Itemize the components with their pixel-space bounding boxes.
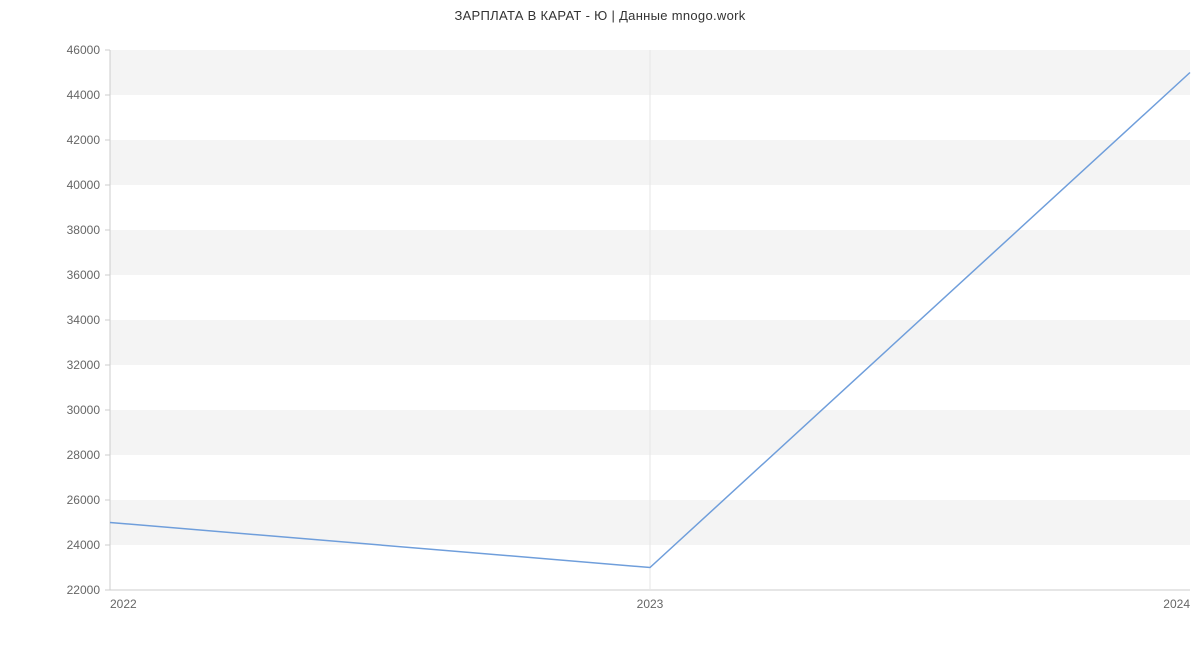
y-tick-label: 24000 — [67, 538, 101, 552]
y-tick-label: 44000 — [67, 88, 101, 102]
y-tick-label: 38000 — [67, 223, 101, 237]
y-tick-label: 42000 — [67, 133, 101, 147]
y-tick-label: 22000 — [67, 583, 101, 597]
y-tick-label: 30000 — [67, 403, 101, 417]
y-tick-label: 32000 — [67, 358, 101, 372]
x-tick-label: 2023 — [637, 597, 664, 611]
y-tick-label: 28000 — [67, 448, 101, 462]
y-tick-label: 26000 — [67, 493, 101, 507]
y-tick-label: 40000 — [67, 178, 101, 192]
y-tick-label: 36000 — [67, 268, 101, 282]
y-tick-label: 46000 — [67, 43, 101, 57]
x-tick-label: 2024 — [1163, 597, 1190, 611]
x-tick-label: 2022 — [110, 597, 137, 611]
chart-svg: 22000 24000 26000 28000 30000 32000 34000 36000… — [0, 0, 1200, 650]
chart-title: ЗАРПЛАТА В КАРАТ - Ю | Данные mnogo.work — [0, 8, 1200, 23]
salary-line-chart: ЗАРПЛАТА В КАРАТ - Ю | Данные mnogo.work… — [0, 0, 1200, 650]
y-tick-label: 34000 — [67, 313, 101, 327]
